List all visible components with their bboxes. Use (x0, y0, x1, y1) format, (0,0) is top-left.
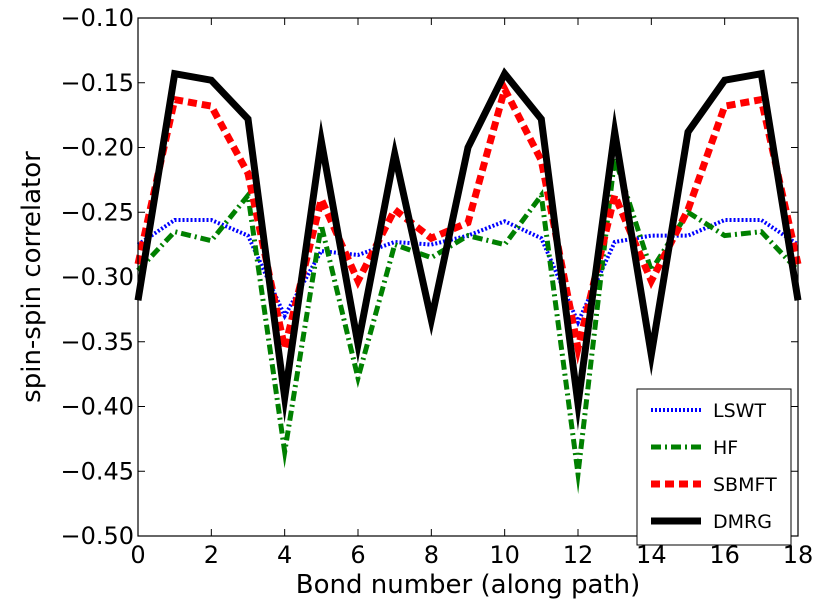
legend: LSWT HF SBMFT DMRG (636, 388, 792, 546)
series-line-hf (136, 146, 800, 495)
series-line-sbmft (134, 79, 802, 365)
x-tick-label: 16 (709, 541, 740, 569)
x-tick-label: 8 (424, 541, 439, 569)
y-tick-label: −0.15 (60, 69, 134, 97)
x-tick-label: 2 (204, 541, 219, 569)
x-tick-label: 12 (563, 541, 594, 569)
tick-layer: 0 2 4 6 8 10 12 14 16 18 −0.10 −0.15 −0.20 −0.25 −0.30… (60, 4, 813, 569)
x-tick-label: 4 (277, 541, 292, 569)
legend-label: SBMFT (713, 474, 777, 496)
x-tick-label: 18 (783, 541, 814, 569)
y-tick-label: −0.40 (60, 393, 134, 421)
x-tick-label: 14 (636, 541, 667, 569)
series-line-dmrg (134, 67, 802, 431)
y-tick-label: −0.25 (60, 198, 134, 226)
y-axis-label: spin-spin correlator (17, 151, 47, 403)
y-tick-label: −0.30 (60, 263, 134, 291)
y-tick-label: −0.50 (60, 522, 134, 550)
x-tick-label: 10 (489, 541, 520, 569)
x-tick-label: 6 (350, 541, 365, 569)
legend-label: LSWT (713, 400, 766, 422)
legend-label: DMRG (713, 511, 772, 533)
series-layer (134, 67, 802, 495)
x-tick-label: 0 (130, 541, 145, 569)
y-tick-label: −0.45 (60, 457, 134, 485)
legend-label: HF (713, 437, 738, 459)
x-axis-label: Bond number (along path) (296, 570, 640, 600)
y-tick-label: −0.20 (60, 134, 134, 162)
y-tick-label: −0.10 (60, 4, 134, 32)
y-tick-label: −0.35 (60, 328, 134, 356)
